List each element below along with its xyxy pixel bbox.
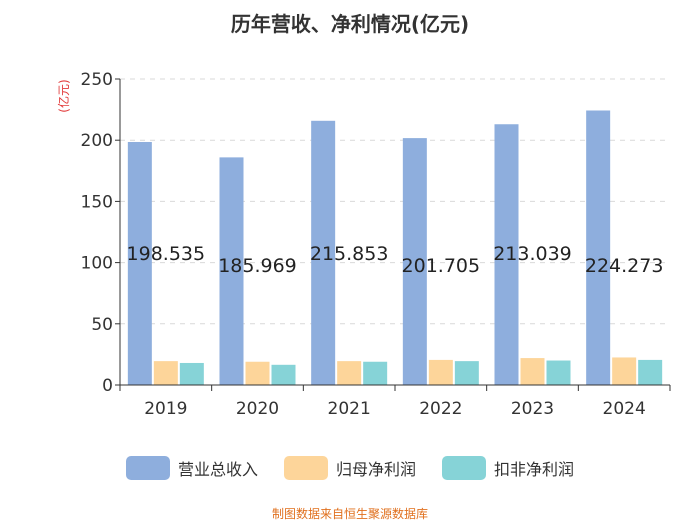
data-label-2023: 213.039 [493, 243, 572, 265]
bar-3-2024 [638, 359, 663, 385]
legend-item-2[interactable]: 归母净利润 [283, 456, 416, 480]
y-tick-label-0: 0 [102, 376, 113, 396]
data-label-2024: 224.273 [585, 255, 664, 277]
legend-label-3: 扣非净利润 [494, 460, 575, 479]
bar-3-2021 [363, 361, 388, 385]
y-axis-title: (亿元) [56, 79, 71, 112]
y-axis-ticks: 0 50 100 150 200 250 [81, 70, 121, 396]
bar-chart: 0 50 100 150 200 250 2019 2020 2021 2022 2023 2024… [56, 70, 671, 419]
legend-swatch-1 [125, 456, 170, 480]
legend-swatch-3 [442, 456, 486, 480]
legend-label-1: 营业总收入 [177, 460, 258, 479]
chart-title: 历年营收、净利情况(亿元) [230, 12, 470, 36]
bar-1-2022 [402, 138, 427, 385]
gridlines [120, 78, 670, 325]
bar-2-2020 [245, 361, 270, 385]
x-tick-label-2023: 2023 [511, 399, 554, 419]
bar-2-2019 [153, 361, 178, 385]
legend-label-2: 归母净利润 [335, 460, 416, 479]
y-tick-label-150: 150 [81, 192, 113, 212]
y-tick-label-100: 100 [81, 254, 113, 274]
x-tick-label-2024: 2024 [603, 399, 646, 419]
bar-1-2019 [127, 141, 152, 385]
bar-3-2023 [546, 360, 571, 385]
bar-2-2023 [520, 358, 545, 385]
bar-3-2019 [179, 362, 204, 385]
legend-swatch-2 [283, 456, 328, 480]
data-label-2022: 201.705 [402, 255, 481, 277]
bars [127, 110, 663, 386]
x-axis: 2019 2020 2021 2022 2023 2024 [119, 384, 671, 419]
x-tick-label-2022: 2022 [419, 399, 462, 419]
data-label-2021: 215.853 [310, 243, 389, 265]
bar-1-2021 [311, 120, 336, 385]
legend-item-3[interactable]: 扣非净利润 [442, 456, 574, 480]
legend: 营业总收入 归母净利润 扣非净利润 [0, 454, 700, 482]
bar-1-2024 [586, 110, 611, 386]
x-tick-label-2019: 2019 [144, 399, 187, 419]
bar-3-2022 [454, 361, 479, 385]
x-tick-label-2021: 2021 [328, 399, 371, 419]
bar-2-2024 [612, 357, 637, 385]
bar-1-2020 [219, 157, 244, 385]
y-tick-label-50: 50 [91, 315, 113, 335]
x-tick-label-2020: 2020 [236, 399, 279, 419]
bar-3-2020 [271, 364, 296, 385]
y-tick-label-200: 200 [81, 131, 113, 151]
data-label-2020: 185.969 [218, 255, 297, 277]
source-note: 制图数据来自恒生聚源数据库 [271, 507, 428, 521]
y-tick-label-250: 250 [81, 70, 113, 90]
legend-item-1[interactable]: 营业总收入 [125, 456, 258, 480]
bar-2-2022 [428, 359, 453, 385]
data-labels: 198.535 185.969 215.853 201.705 213.039 224.2… [127, 243, 664, 277]
data-label-2019: 198.535 [127, 243, 206, 265]
bar-2-2021 [337, 361, 362, 385]
bar-1-2023 [494, 124, 519, 385]
